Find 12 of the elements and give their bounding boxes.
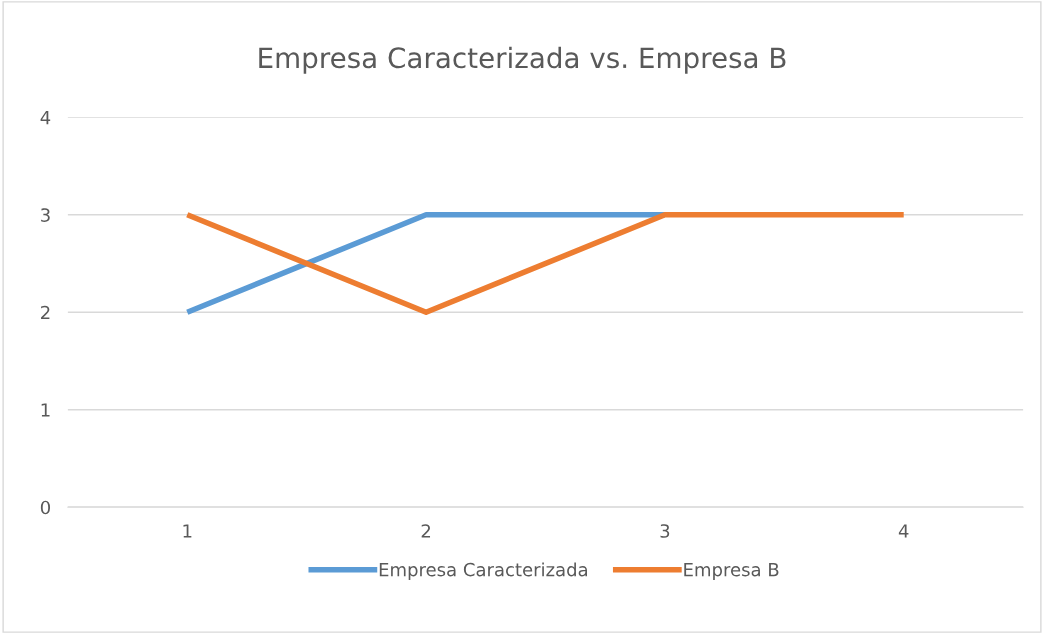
legend-label: Empresa Caracterizada [379,562,588,580]
x-tick-label: 4 [898,524,909,538]
legend-label: Empresa B [684,563,779,580]
x-tick-label: 2 [421,524,431,538]
y-tick-label: 1 [41,403,50,417]
x-tick-label: 1 [183,524,192,538]
y-tick-label: 2 [41,305,50,320]
chart-title: Empresa Caracterizada vs. Empresa B [259,46,786,74]
y-tick-label: 4 [40,110,51,125]
y-tick-label: 3 [41,208,50,222]
x-tick-label: 3 [660,524,670,538]
y-tick-label: 0 [40,500,50,515]
